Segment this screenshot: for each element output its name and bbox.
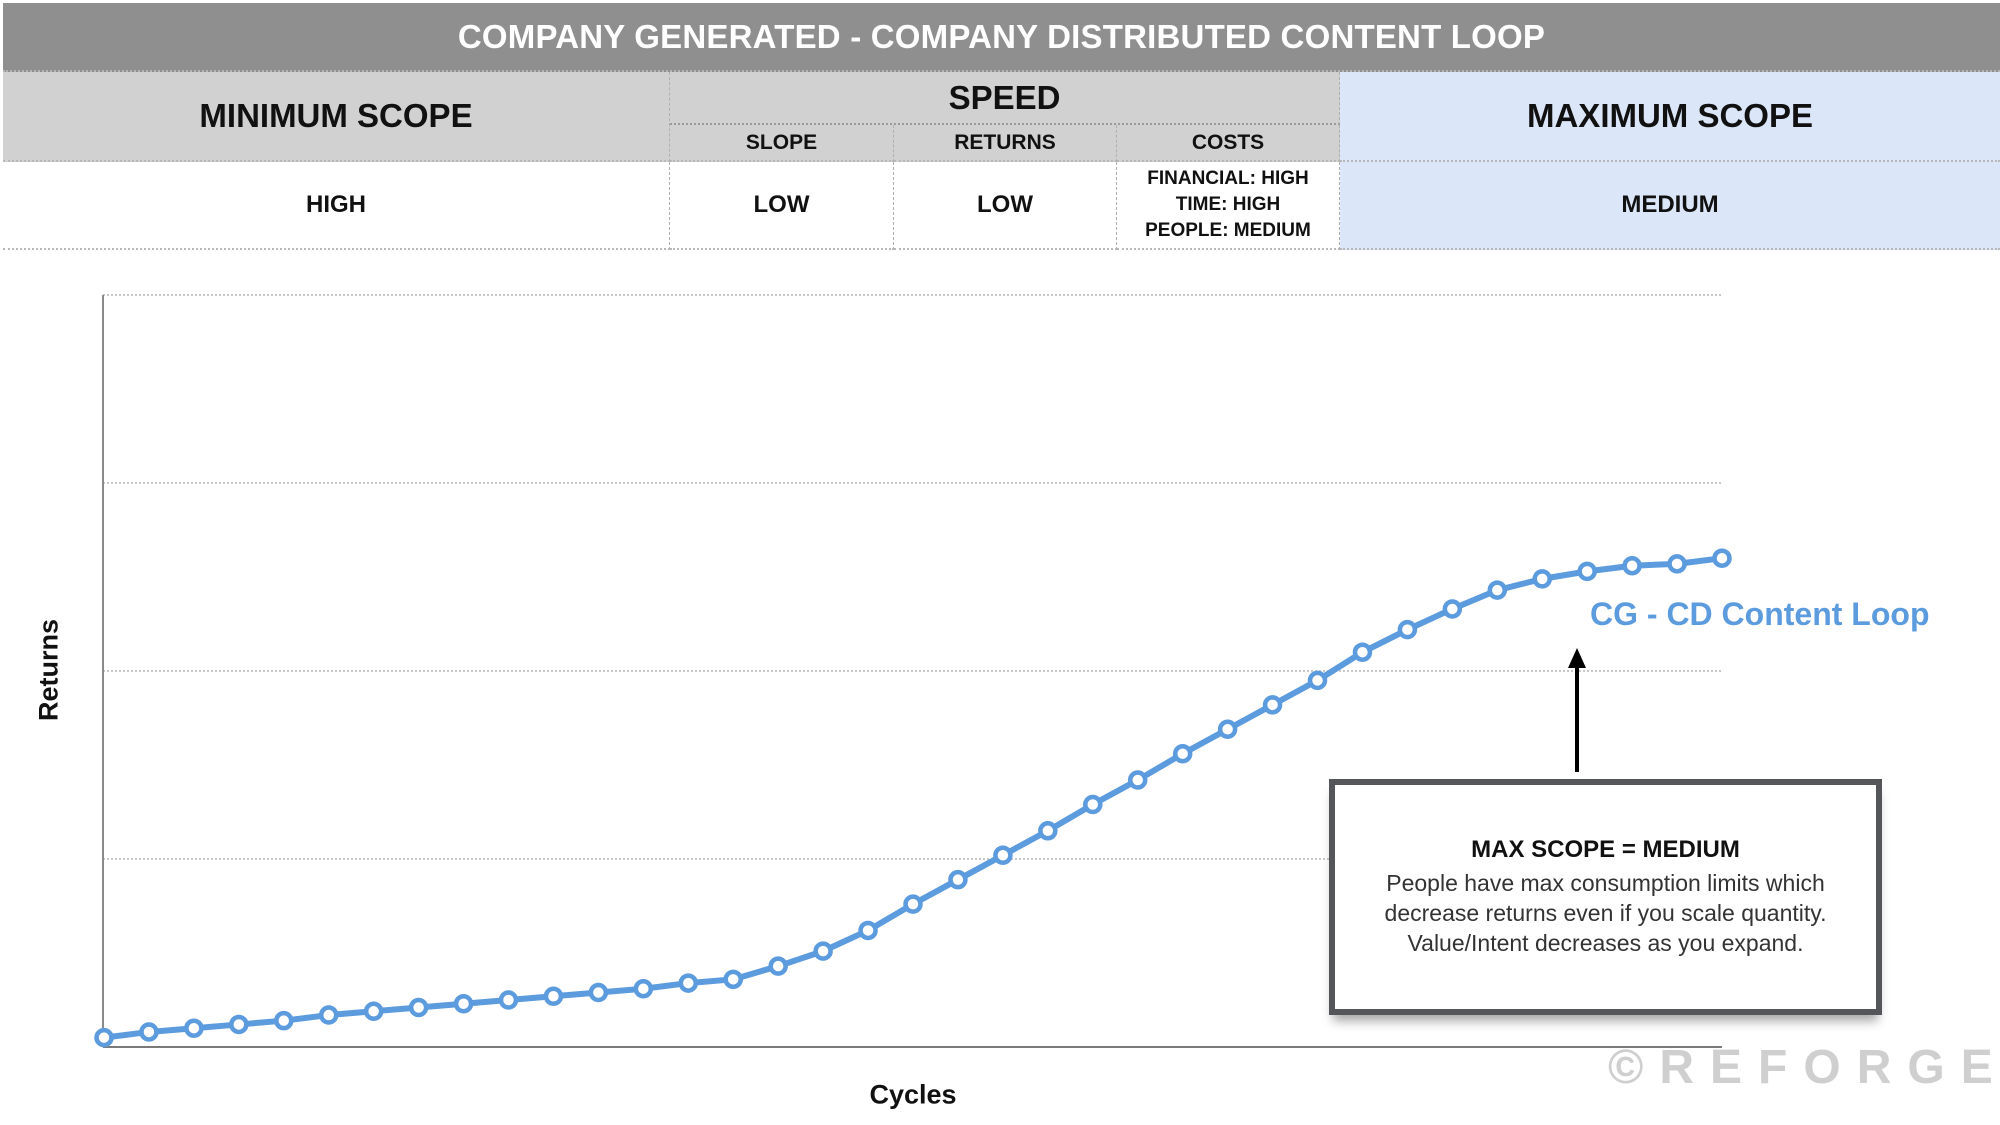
data-point-marker [1262, 695, 1283, 715]
costs-header: COSTS [1117, 125, 1340, 162]
data-point-marker [1622, 555, 1642, 576]
min-scope-header: MINIMUM SCOPE [3, 72, 670, 162]
costs-header-label: COSTS [1191, 130, 1265, 154]
series-markers [94, 548, 1732, 1048]
y-axis-label: Returns [33, 618, 64, 722]
arrow-head-icon [1568, 648, 1586, 668]
max-scope-header: MAXIMUM SCOPE [1340, 72, 2000, 162]
data-point-marker [1172, 743, 1193, 764]
max-scope-callout: MAX SCOPE = MEDIUM People have max consu… [1329, 779, 1882, 1015]
costs-time: TIME: HIGH [1175, 194, 1281, 215]
data-point-marker [94, 1027, 114, 1048]
max-scope-value: MEDIUM [1340, 162, 2000, 250]
data-point-marker [813, 941, 833, 961]
data-point-marker [948, 869, 968, 890]
slope-value-label: LOW [753, 191, 810, 218]
callout-line: decrease returns even if you scale quant… [1384, 900, 1827, 926]
data-point-marker [274, 1010, 294, 1031]
page-title: COMPANY GENERATED - COMPANY DISTRIBUTED … [457, 17, 1546, 55]
data-point-marker [318, 1005, 339, 1025]
min-scope-value: HIGH [3, 162, 670, 250]
data-point-marker [858, 920, 878, 941]
data-point-marker [184, 1018, 204, 1038]
data-point-marker [1532, 569, 1552, 589]
data-point-marker [1667, 554, 1687, 574]
x-axis-label: Cycles [869, 1079, 957, 1110]
data-point-marker [1712, 548, 1732, 568]
costs-people: PEOPLE: MEDIUM [1145, 220, 1311, 241]
min-scope-header-label: MINIMUM SCOPE [199, 97, 473, 134]
returns-value: LOW [894, 162, 1117, 250]
slope-header-label: SLOPE [745, 130, 818, 154]
data-point-marker [498, 990, 519, 1010]
data-point-marker [1307, 670, 1328, 691]
max-scope-value-label: MEDIUM [1621, 191, 1719, 218]
data-point-marker [543, 986, 564, 1006]
scope-speed-table: MINIMUM SCOPE SPEED SLOPE RETURNS COSTS … [3, 72, 2000, 250]
min-scope-value-label: HIGH [306, 191, 366, 218]
returns-header: RETURNS [894, 125, 1117, 162]
data-point-marker [1487, 580, 1508, 600]
callout-title: MAX SCOPE = MEDIUM [1471, 836, 1740, 863]
data-point-marker [363, 1001, 384, 1022]
speed-header-label: SPEED [948, 78, 1061, 116]
callout-line: Value/Intent decreases as you expand. [1407, 930, 1804, 956]
chart-title-bar: COMPANY GENERATED - COMPANY DISTRIBUTED … [3, 3, 2000, 72]
data-point-marker [993, 845, 1013, 865]
callout-line: People have max consumption limits which [1386, 870, 1825, 896]
speed-header: SPEED [670, 72, 1340, 125]
max-scope-header-label: MAXIMUM SCOPE [1526, 97, 1813, 134]
returns-header-label: RETURNS [954, 130, 1056, 154]
data-point-marker [1217, 719, 1238, 740]
data-point-marker [1352, 642, 1373, 662]
data-point-marker [1442, 599, 1463, 619]
data-point-marker [1577, 561, 1597, 582]
slope-value: LOW [670, 162, 894, 250]
data-point-marker [903, 894, 923, 914]
data-point-marker [768, 956, 788, 976]
data-point-marker [408, 997, 429, 1018]
series-label: CG - CD Content Loop [1590, 596, 1930, 632]
returns-value-label: LOW [977, 191, 1033, 218]
data-point-marker [139, 1022, 159, 1042]
costs-value: FINANCIAL: HIGH TIME: HIGH PEOPLE: MEDIU… [1117, 162, 1340, 250]
reforge-watermark: ©REFORGE [1608, 1041, 2000, 1094]
data-point-marker [1397, 619, 1418, 640]
data-point-marker [1083, 794, 1103, 815]
data-point-marker [453, 994, 474, 1014]
data-point-marker [723, 969, 743, 990]
data-point-marker [1038, 821, 1058, 841]
costs-financial: FINANCIAL: HIGH [1147, 168, 1309, 189]
data-point-marker [1127, 770, 1148, 790]
data-point-marker [633, 978, 654, 999]
data-point-marker [678, 973, 699, 993]
data-point-marker [588, 982, 609, 1003]
data-point-marker [229, 1014, 249, 1035]
slope-header: SLOPE [670, 125, 894, 162]
gridlines [103, 294, 1722, 860]
